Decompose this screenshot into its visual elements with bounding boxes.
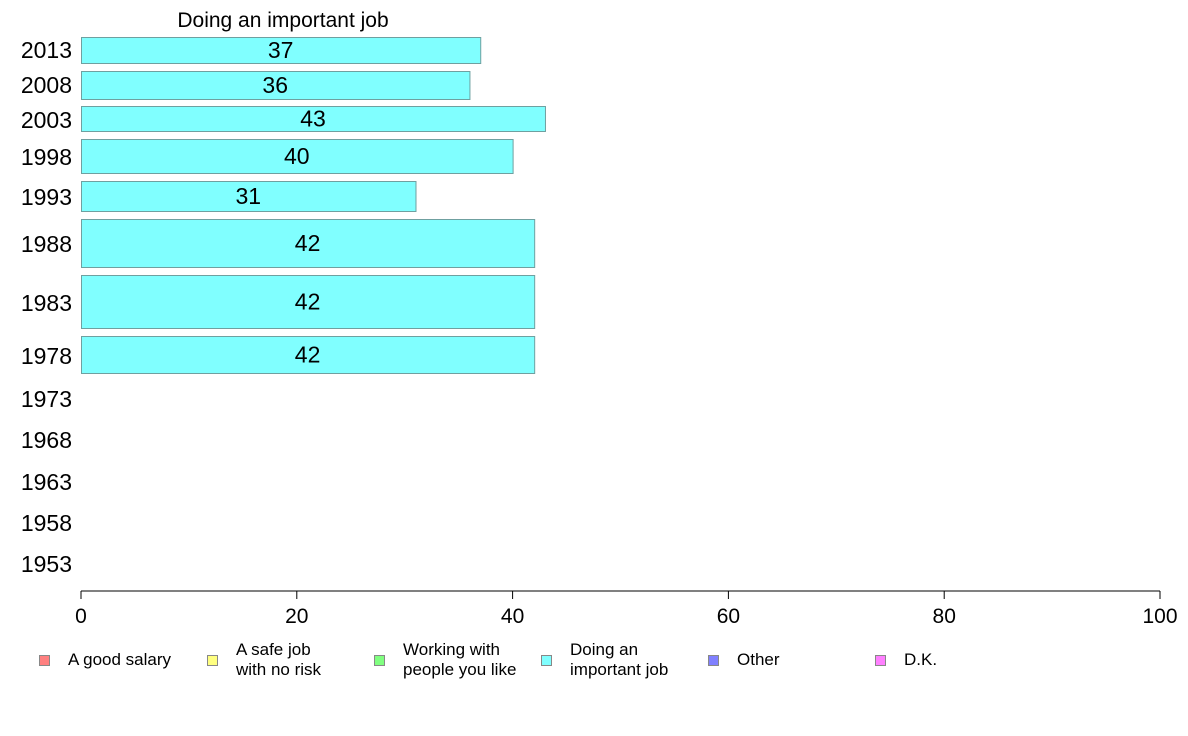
chart: Doing an important job 3736434031424242 …: [21, 9, 1178, 628]
y-tick-label: 1983: [21, 290, 72, 316]
bar-value-label: 36: [262, 72, 288, 98]
legend-item: D.K.: [875, 640, 937, 680]
legend-swatch: [39, 655, 50, 666]
y-tick-label: 1958: [21, 510, 72, 536]
y-tick-label: 1978: [21, 343, 72, 369]
chart-title: Doing an important job: [177, 9, 388, 32]
y-tick-label: 2003: [21, 107, 72, 133]
legend-swatch: [207, 655, 218, 666]
legend-swatch: [875, 655, 886, 666]
x-tick-label: 0: [75, 605, 87, 628]
legend-label: Working with people you like: [403, 640, 517, 679]
legend-label: Other: [737, 650, 780, 669]
bar-value-label: 31: [235, 183, 261, 209]
bar-value-label: 37: [268, 37, 294, 63]
bar: [81, 219, 536, 268]
legend-label: A good salary: [68, 650, 172, 669]
legend-swatch: [541, 655, 552, 666]
x-tick-label: 60: [717, 605, 740, 628]
y-tick-label: 1963: [21, 469, 72, 495]
y-tick-label: 1993: [21, 184, 72, 210]
legend-label: D.K.: [904, 650, 938, 669]
bar: [81, 181, 417, 212]
legend-item: A safe job with no risk: [207, 640, 321, 680]
bar-value-label: 40: [284, 143, 310, 169]
legend-item: Doing an important job: [541, 640, 668, 680]
y-tick-label: 1988: [21, 231, 72, 257]
y-tick-label: 1973: [21, 386, 72, 412]
bar-value-label: 42: [295, 289, 321, 315]
x-axis: 0 20 40 60 80 100: [75, 590, 1178, 628]
bar-value-label: 42: [295, 230, 321, 256]
x-tick-label: 100: [1142, 605, 1177, 628]
bar: [81, 139, 514, 174]
legend-label: A safe job with no risk: [236, 640, 322, 679]
y-tick-label: 2013: [21, 37, 72, 63]
bar: [81, 336, 536, 374]
legend-swatch: [708, 655, 719, 666]
y-tick-label: 1968: [21, 427, 72, 453]
y-tick-label: 2008: [21, 72, 72, 98]
bar: [81, 71, 471, 100]
legend-label: Doing an important job: [570, 640, 669, 679]
legend-item: Other: [708, 640, 780, 680]
x-tick-label: 80: [933, 605, 956, 628]
legend-item: Working with people you like: [374, 640, 516, 680]
bars-group: 37 36 43 40 31 42 42 42: [81, 37, 546, 374]
legend-swatch: [374, 655, 385, 666]
y-tick-label: 1953: [21, 551, 72, 577]
y-tick-label: 1998: [21, 144, 72, 170]
legend-item: A good salary: [39, 640, 171, 680]
bar-value-label: 43: [300, 106, 326, 132]
x-tick-label: 20: [285, 605, 308, 628]
bar-value-label: 42: [295, 342, 321, 368]
bar: [81, 37, 482, 64]
y-axis-labels: 2013 2008 2003 1998 1993 1988 1983 1978 1973 1968…: [21, 37, 72, 577]
x-tick-label: 40: [501, 605, 524, 628]
legend: A good salary A safe job with no risk Work…: [0, 640, 1188, 700]
bar: [81, 106, 546, 132]
bar: [81, 275, 536, 329]
